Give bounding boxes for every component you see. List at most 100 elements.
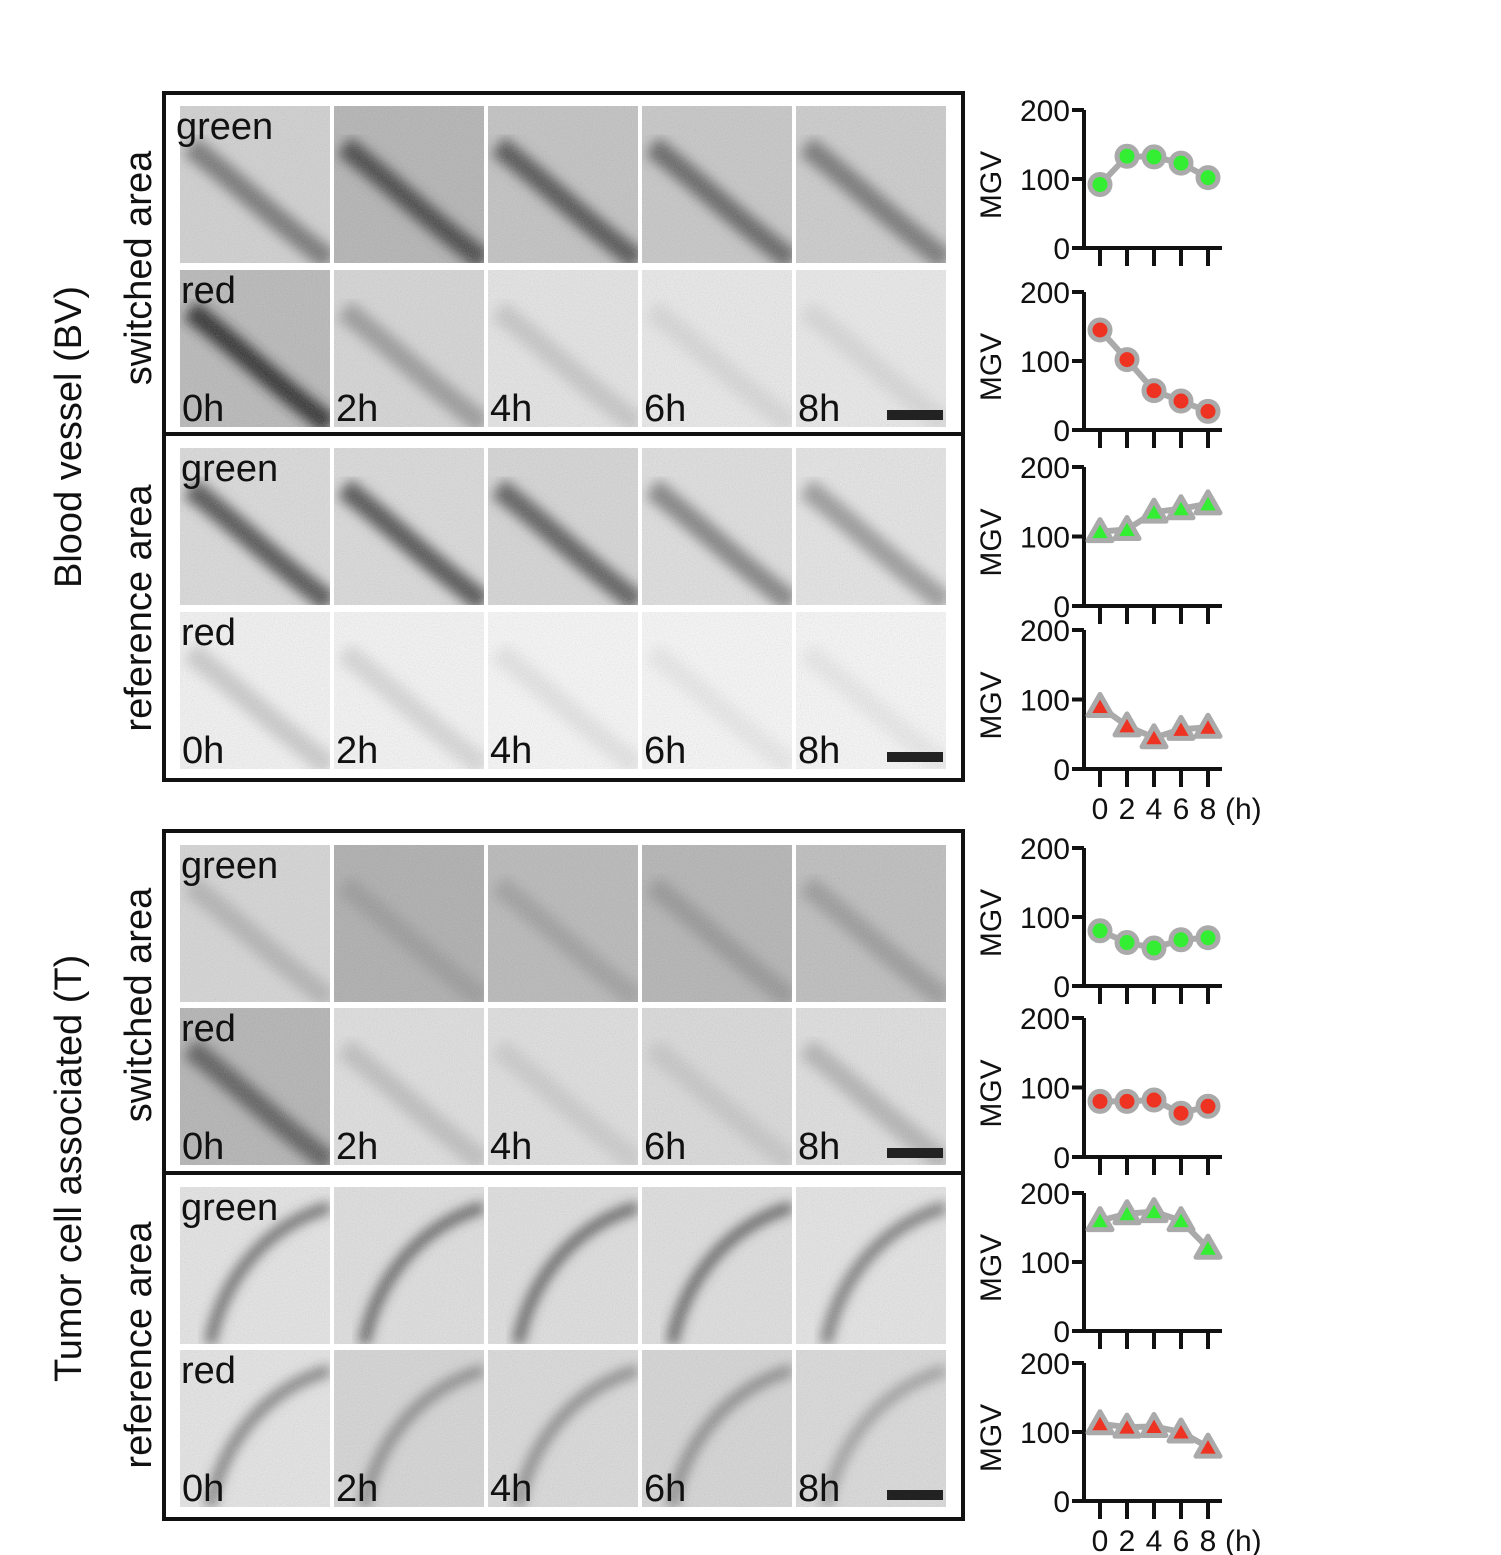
data-point	[1166, 1206, 1196, 1233]
data-point	[1141, 144, 1167, 170]
y-tick-label: 0	[1053, 415, 1070, 448]
blood-vessel-group-label: Blood vessel (BV)	[48, 285, 90, 588]
y-axis-label: MGV	[975, 889, 1008, 957]
data-point	[1114, 1088, 1140, 1114]
data-point	[1193, 1233, 1223, 1260]
microscopy-image-tile	[796, 106, 946, 263]
microscopy-image-tile	[642, 448, 792, 605]
time-point-label: 4h	[490, 1126, 533, 1168]
series-line	[1099, 1208, 1211, 1251]
data-point	[1114, 347, 1140, 373]
time-point-label: 2h	[336, 1126, 379, 1168]
y-tick-label: 200	[1020, 1003, 1070, 1036]
data-point	[1114, 930, 1140, 956]
time-point-label: 4h	[490, 1468, 533, 1510]
microscopy-image-tile	[488, 106, 638, 263]
microscopy-image-tile	[180, 1187, 330, 1344]
x-tick-label: 0	[1092, 1525, 1109, 1555]
data-point	[1112, 515, 1142, 542]
y-tick-label: 100	[1020, 1247, 1070, 1280]
microscopy-image-tile	[642, 1008, 792, 1165]
bv-reference-area-label: reference area	[118, 484, 160, 732]
time-point-label: 0h	[182, 388, 225, 430]
x-tick-label: 8	[1200, 1525, 1217, 1555]
y-tick-label: 100	[1020, 346, 1070, 379]
y-tick-label: 200	[1020, 95, 1070, 128]
time-point-label: 0h	[182, 1126, 225, 1168]
series-line	[1098, 704, 1209, 741]
t-switched-area-label: switched area	[118, 887, 160, 1123]
x-tick-label: 8	[1200, 793, 1217, 826]
channel-label-red: red	[181, 270, 236, 312]
series-line	[1097, 327, 1210, 415]
y-tick-label: 0	[1053, 754, 1070, 787]
channel-label-red: red	[181, 1008, 236, 1050]
microscopy-image-tile	[334, 1350, 484, 1507]
data-point	[1085, 517, 1115, 544]
microscopy-image-tile	[180, 612, 330, 769]
y-tick-label: 100	[1020, 685, 1070, 718]
channel-label-green: green	[176, 106, 274, 148]
microscopy-image-tile	[488, 612, 638, 769]
data-point	[1087, 172, 1113, 198]
x-tick-label: 6	[1173, 1525, 1190, 1555]
y-axis-label: MGV	[975, 1404, 1008, 1472]
data-point	[1195, 1093, 1221, 1119]
data-point	[1139, 1197, 1169, 1224]
microscopy-image-tile	[796, 270, 946, 427]
data-point	[1193, 1432, 1223, 1459]
x-unit-label: (h)	[1225, 793, 1262, 826]
channel-label-green: green	[181, 1187, 279, 1229]
time-point-label: 8h	[798, 730, 841, 772]
time-point-label: 6h	[644, 730, 687, 772]
channel-label-green: green	[181, 448, 279, 490]
y-tick-label: 100	[1020, 1417, 1070, 1450]
microscopy-image-tile	[334, 270, 484, 427]
channel-label-green: green	[181, 845, 279, 887]
y-tick-label: 100	[1020, 522, 1070, 555]
microscopy-image-tile	[334, 612, 484, 769]
tumor-cell-group-label: Tumor cell associated (T)	[48, 954, 90, 1382]
x-tick-label: 2	[1119, 1525, 1136, 1555]
data-point	[1141, 1087, 1167, 1113]
x-tick-label: 4	[1146, 1525, 1163, 1555]
scale-bar	[887, 752, 943, 762]
time-point-label: 0h	[182, 730, 225, 772]
microscopy-image-tile	[180, 448, 330, 605]
data-point	[1087, 918, 1113, 944]
data-point	[1139, 497, 1169, 524]
channel-label-red: red	[181, 1350, 236, 1392]
data-point	[1168, 150, 1194, 176]
y-tick-label: 0	[1053, 591, 1070, 624]
scale-bar	[887, 1490, 943, 1500]
microscopy-image-tile	[488, 270, 638, 427]
microscopy-image-tile	[642, 270, 792, 427]
microscopy-image-tile	[642, 612, 792, 769]
microscopy-image-tile	[642, 1187, 792, 1344]
microscopy-image-tile	[796, 448, 946, 605]
data-point	[1141, 935, 1167, 961]
time-point-label: 8h	[798, 1126, 841, 1168]
time-point-label: 8h	[798, 1468, 841, 1510]
time-point-label: 2h	[336, 388, 379, 430]
y-tick-label: 200	[1020, 615, 1070, 648]
time-point-label: 4h	[490, 730, 533, 772]
microscopy-image-tile	[334, 845, 484, 1002]
y-tick-label: 100	[1020, 1073, 1070, 1106]
y-axis-label: MGV	[975, 151, 1008, 219]
y-axis-label: MGV	[975, 1234, 1008, 1302]
microscopy-image-tile	[180, 1350, 330, 1507]
microscopy-image-tile	[334, 1008, 484, 1165]
y-tick-label: 200	[1020, 1178, 1070, 1211]
data-point	[1195, 925, 1221, 951]
x-tick-label: 0	[1092, 793, 1109, 826]
data-point	[1087, 317, 1113, 343]
data-point	[1166, 494, 1196, 521]
data-point	[1195, 165, 1221, 191]
y-tick-label: 0	[1053, 1486, 1070, 1519]
y-axis-label: MGV	[975, 333, 1008, 401]
microscopy-image-tile	[796, 1187, 946, 1344]
data-point	[1139, 1411, 1169, 1438]
data-point	[1166, 1417, 1196, 1444]
microscopy-image-tile	[488, 448, 638, 605]
